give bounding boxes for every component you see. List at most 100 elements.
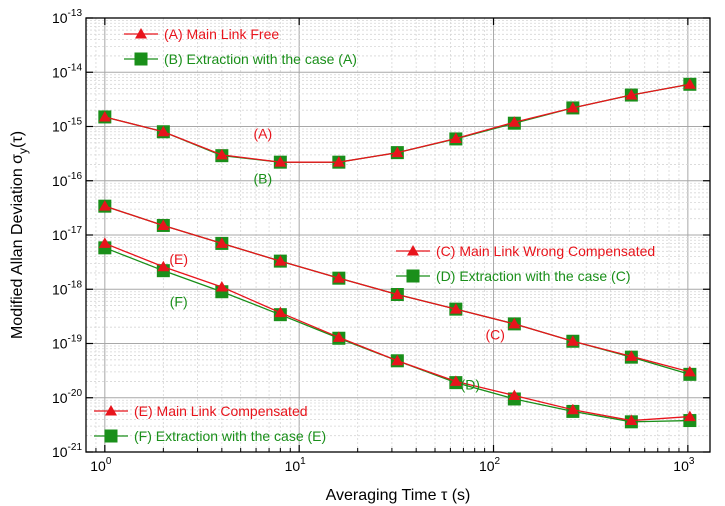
y-axis-label-main: Modified Allan Deviation σ bbox=[9, 154, 26, 339]
data-point bbox=[332, 331, 345, 342]
y-tick-label-base: 10 bbox=[52, 281, 68, 297]
data-point bbox=[566, 403, 579, 415]
y-tick-label-base: 10 bbox=[52, 390, 68, 406]
data-point bbox=[625, 350, 638, 361]
data-point bbox=[332, 156, 345, 167]
curve-annotation: (F) bbox=[170, 293, 188, 309]
data-point bbox=[215, 148, 228, 160]
annotations: (A) (B) (E) (F) (C) (D) bbox=[169, 125, 505, 392]
y-tick-label: 10-19 bbox=[52, 334, 82, 352]
legend-entry-label: (A) Main Link Free bbox=[164, 26, 279, 42]
legend-entry-label: (E) Main Link Compensated bbox=[134, 403, 308, 419]
data-point bbox=[274, 255, 287, 266]
legend-entry-label: (C) Main Link Wrong Compensated bbox=[436, 243, 655, 259]
y-tick-label: 10-15 bbox=[52, 117, 82, 135]
y-tick-label-exponent: -18 bbox=[68, 279, 83, 290]
legend-marker bbox=[105, 405, 117, 416]
legend-marker bbox=[406, 269, 420, 283]
legend-marker bbox=[104, 429, 118, 443]
data-point bbox=[625, 414, 638, 426]
y-tick-label-base: 10 bbox=[52, 173, 68, 189]
series-layer bbox=[98, 77, 697, 429]
x-tick-label-base: 10 bbox=[285, 458, 301, 474]
y-tick-label-exponent: -21 bbox=[68, 442, 83, 453]
y-tick-label-exponent: -16 bbox=[68, 171, 83, 182]
y-tick-label-exponent: -20 bbox=[68, 388, 83, 399]
grid bbox=[85, 18, 710, 453]
data-point bbox=[508, 317, 521, 329]
x-tick-label-exponent: 3 bbox=[689, 456, 695, 467]
data-point bbox=[449, 132, 462, 144]
y-tick-label: 10-17 bbox=[52, 225, 82, 243]
series-a bbox=[98, 78, 696, 167]
y-tick-label-exponent: -15 bbox=[68, 117, 83, 128]
data-point bbox=[508, 389, 521, 401]
x-tick-label: 103 bbox=[673, 456, 695, 474]
data-point bbox=[566, 335, 579, 346]
x-axis-label: Averaging Time τ (s) bbox=[326, 487, 471, 504]
curve-annotation: (A) bbox=[253, 125, 272, 141]
data-point bbox=[508, 116, 521, 127]
y-axis-label-subscript: y bbox=[16, 148, 30, 154]
y-tick-label-exponent: -17 bbox=[68, 225, 83, 236]
x-tick-label: 102 bbox=[479, 456, 501, 474]
data-point bbox=[98, 200, 111, 211]
x-tick-label: 101 bbox=[285, 456, 307, 474]
data-point bbox=[157, 219, 170, 230]
legend-entry-label: (F) Extraction with the case (E) bbox=[134, 428, 326, 444]
data-point bbox=[98, 110, 111, 122]
legend-bottom-left: (E) Main Link Compensated (F) Extraction … bbox=[94, 403, 326, 444]
data-point bbox=[215, 237, 228, 248]
y-tick-label-base: 10 bbox=[52, 119, 68, 135]
data-point bbox=[274, 156, 287, 167]
data-point bbox=[625, 89, 638, 100]
x-tick-label-exponent: 2 bbox=[495, 456, 501, 467]
legend-entry-label: (D) Extraction with the case (C) bbox=[436, 268, 631, 284]
y-tick-label-base: 10 bbox=[52, 64, 68, 80]
data-point bbox=[566, 101, 579, 113]
y-tick-label-base: 10 bbox=[52, 336, 68, 352]
y-tick-label-base: 10 bbox=[52, 10, 68, 26]
y-axis-label-suffix: (τ) bbox=[9, 131, 26, 148]
x-tick-label-exponent: 1 bbox=[300, 456, 306, 467]
legend-marker bbox=[134, 52, 148, 66]
x-tick-label-base: 10 bbox=[479, 458, 495, 474]
x-tick-label-exponent: 0 bbox=[106, 456, 112, 467]
y-tick-label: 10-14 bbox=[52, 62, 82, 80]
y-axis-label: Modified Allan Deviation σy(τ) bbox=[9, 131, 30, 339]
data-point bbox=[449, 303, 462, 314]
y-tick-label-base: 10 bbox=[52, 227, 68, 243]
y-tick-label: 10-20 bbox=[52, 388, 82, 406]
legend-center-right: (C) Main Link Wrong Compensated (D) Extra… bbox=[396, 243, 655, 284]
data-point bbox=[157, 260, 170, 272]
series-e bbox=[98, 237, 696, 426]
legend-marker bbox=[407, 245, 419, 256]
y-tick-label-base: 10 bbox=[52, 444, 68, 460]
curve-annotation: (C) bbox=[485, 327, 504, 343]
legend-top-left: (A) Main Link Free (B) Extraction with th… bbox=[124, 26, 357, 67]
legend-entry-label: (B) Extraction with the case (A) bbox=[164, 51, 357, 67]
curve-annotation: (E) bbox=[169, 251, 188, 267]
series-c bbox=[98, 200, 696, 377]
y-tick-label: 10-18 bbox=[52, 279, 82, 297]
legends: (A) Main Link Free (B) Extraction with th… bbox=[94, 26, 655, 444]
data-point bbox=[157, 125, 170, 137]
y-tick-label: 10-13 bbox=[52, 8, 82, 26]
data-point bbox=[215, 281, 228, 292]
y-tick-label-exponent: -14 bbox=[68, 62, 83, 73]
x-tick-label-base: 10 bbox=[90, 458, 106, 474]
y-tick-label: 10-21 bbox=[52, 442, 82, 460]
data-point bbox=[391, 146, 404, 158]
curve-annotation: (D) bbox=[461, 377, 480, 393]
data-point bbox=[683, 78, 696, 89]
y-tick-label: 10-16 bbox=[52, 171, 82, 189]
data-point bbox=[391, 354, 404, 366]
data-point bbox=[683, 365, 696, 377]
data-point bbox=[274, 306, 287, 318]
y-tick-label-exponent: -13 bbox=[68, 8, 83, 19]
data-point bbox=[332, 272, 345, 283]
x-tick-label: 100 bbox=[90, 456, 112, 474]
data-point bbox=[98, 237, 111, 248]
data-point bbox=[449, 375, 462, 386]
